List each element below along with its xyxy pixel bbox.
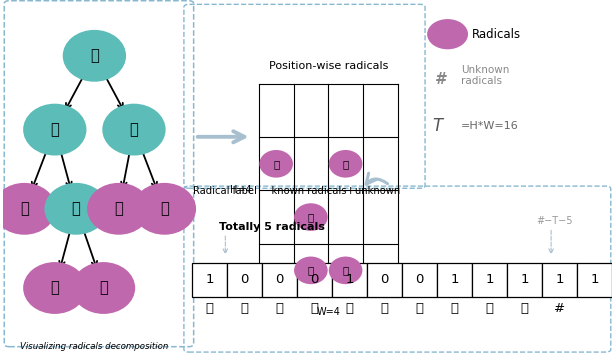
Text: 共: 共 xyxy=(72,201,81,216)
Ellipse shape xyxy=(72,262,135,314)
Ellipse shape xyxy=(62,30,126,82)
Bar xyxy=(437,263,472,297)
Bar xyxy=(507,263,542,297)
Bar xyxy=(332,263,367,297)
Text: 尸: 尸 xyxy=(485,302,493,315)
Text: #: # xyxy=(434,72,444,87)
Text: 八: 八 xyxy=(308,265,314,275)
Text: 1: 1 xyxy=(345,273,354,287)
Text: 卄: 卄 xyxy=(345,302,353,315)
Text: 卄: 卄 xyxy=(50,280,59,296)
Ellipse shape xyxy=(259,150,293,177)
Text: 0: 0 xyxy=(380,273,389,287)
Ellipse shape xyxy=(329,257,362,284)
Text: T: T xyxy=(432,117,442,135)
Bar xyxy=(262,263,297,297)
Text: 日: 日 xyxy=(381,302,389,315)
Text: 1: 1 xyxy=(555,273,564,287)
Text: 0: 0 xyxy=(275,273,283,287)
Bar xyxy=(192,263,227,297)
Text: 殿: 殿 xyxy=(90,48,99,63)
Bar xyxy=(367,263,402,297)
Bar xyxy=(402,263,437,297)
Text: 1: 1 xyxy=(590,273,599,287)
Ellipse shape xyxy=(45,183,108,235)
Text: Position-wise radicals: Position-wise radicals xyxy=(269,61,388,71)
Text: 1: 1 xyxy=(485,273,494,287)
Text: 0: 0 xyxy=(415,273,424,287)
Ellipse shape xyxy=(294,203,327,231)
Text: 展: 展 xyxy=(50,122,59,137)
Text: 丙: 丙 xyxy=(310,302,318,315)
Text: =H*W=16: =H*W=16 xyxy=(461,121,519,131)
Ellipse shape xyxy=(294,257,327,284)
Ellipse shape xyxy=(102,104,166,156)
Text: #: # xyxy=(554,302,565,315)
Text: Visualizing radicals decomposition: Visualizing radicals decomposition xyxy=(20,342,168,351)
Text: Unknown
radicals: Unknown radicals xyxy=(461,65,510,86)
Bar xyxy=(297,263,332,297)
Text: Radicals: Radicals xyxy=(471,28,521,41)
Text: 广: 广 xyxy=(275,302,283,315)
Text: 0: 0 xyxy=(310,273,319,287)
Bar xyxy=(542,263,577,297)
Text: 几: 几 xyxy=(343,159,349,169)
Text: 母: 母 xyxy=(130,122,138,137)
Ellipse shape xyxy=(87,183,151,235)
Ellipse shape xyxy=(133,183,196,235)
Text: 1: 1 xyxy=(520,273,529,287)
Text: #−T−5: #−T−5 xyxy=(536,216,572,226)
Text: 几: 几 xyxy=(114,201,123,216)
Text: Radical label − known radicals+unknown: Radical label − known radicals+unknown xyxy=(193,186,400,196)
Text: 马: 马 xyxy=(416,302,424,315)
Text: 又: 又 xyxy=(450,302,458,315)
Text: 1: 1 xyxy=(450,273,458,287)
Text: 0: 0 xyxy=(240,273,248,287)
Text: 尸: 尸 xyxy=(20,201,29,216)
Text: 几: 几 xyxy=(520,302,529,315)
Text: 尸: 尸 xyxy=(273,159,279,169)
Text: 卄: 卄 xyxy=(308,212,314,222)
Bar xyxy=(227,263,262,297)
Bar xyxy=(472,263,507,297)
Ellipse shape xyxy=(329,150,362,177)
Text: 刀: 刀 xyxy=(241,302,248,315)
Ellipse shape xyxy=(427,19,468,49)
Ellipse shape xyxy=(23,262,86,314)
Text: H=4: H=4 xyxy=(230,185,252,195)
Ellipse shape xyxy=(0,183,56,235)
Text: Totally 5 radicals: Totally 5 radicals xyxy=(219,222,325,232)
Bar xyxy=(577,263,612,297)
Text: 又: 又 xyxy=(160,201,169,216)
Text: 八: 八 xyxy=(99,280,108,296)
Ellipse shape xyxy=(23,104,86,156)
Text: 八: 八 xyxy=(206,302,214,315)
Text: 1: 1 xyxy=(205,273,214,287)
Text: 又: 又 xyxy=(343,265,349,275)
Text: W=4: W=4 xyxy=(316,307,340,317)
